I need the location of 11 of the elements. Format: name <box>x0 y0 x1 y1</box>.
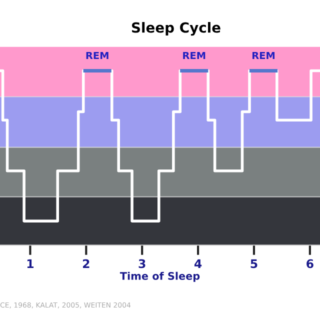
x-tick-label: 2 <box>82 259 90 268</box>
annotation: REM <box>252 52 274 60</box>
annotation: REM <box>86 52 108 60</box>
x-axis-title: Time of Sleep <box>120 272 200 282</box>
x-tick-label: 5 <box>250 259 258 268</box>
x-tick-label: 4 <box>194 259 202 268</box>
x-tick-label: 6 <box>306 259 314 268</box>
annotation: REM <box>183 52 206 60</box>
chart-title: Sleep Cycle <box>132 22 220 36</box>
x-tick-label: 1 <box>27 259 34 268</box>
x-tick-label: 3 <box>138 259 146 268</box>
